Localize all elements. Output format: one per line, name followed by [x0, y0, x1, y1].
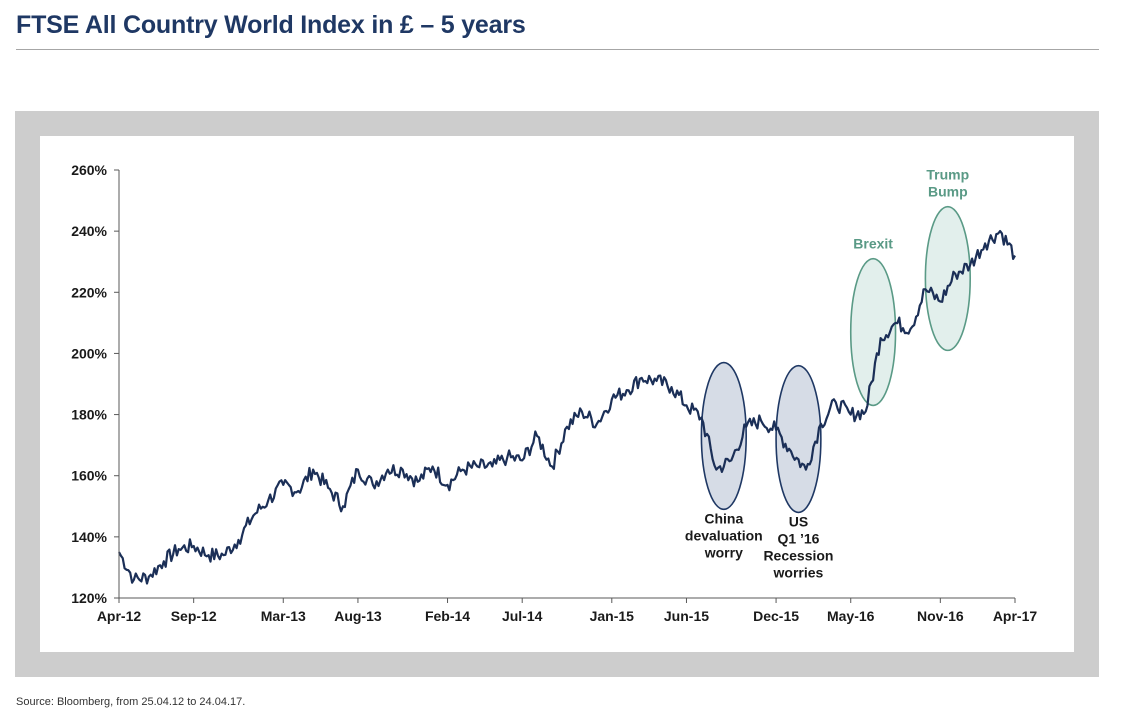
highlight-ellipse-1 — [775, 364, 822, 514]
annotation-label-line: worry — [704, 544, 743, 560]
annotation-label-line: Brexit — [853, 236, 893, 252]
highlight-ellipse-2 — [849, 257, 897, 407]
source-note: Source: Bloomberg, from 25.04.12 to 24.0… — [16, 696, 246, 708]
y-tick-label: 160% — [71, 468, 107, 484]
annotation-label-line: Trump — [926, 167, 969, 183]
highlight-ellipse-3 — [924, 205, 971, 352]
annotation-label-line: China — [704, 510, 743, 526]
x-tick-label: Sep-12 — [171, 608, 217, 624]
y-tick-label: 200% — [71, 345, 107, 361]
line-chart: 120% 140% 160% 180% 200% 220% 240% 260% Apr-12 Se… — [71, 162, 1037, 624]
x-tick-label: Aug-13 — [334, 608, 382, 624]
x-tick-label: Nov-16 — [917, 608, 964, 624]
x-tick-label: Dec-15 — [753, 608, 799, 624]
annotation-label-1: US Q1 ’16 Recession worries — [763, 513, 833, 580]
annotation-label-line: worries — [773, 564, 824, 580]
x-tick-label: Apr-17 — [993, 608, 1038, 624]
annotation-label-line: US — [789, 513, 808, 529]
x-tick-label: Apr-12 — [97, 608, 142, 624]
page-title: FTSE All Country World Index in £ – 5 ye… — [16, 11, 526, 39]
y-tick-label: 260% — [71, 162, 107, 178]
annotation-label-line: Q1 ’16 — [777, 530, 819, 546]
annotation-label-0: China devaluation worry — [685, 510, 763, 560]
x-tick-label: Mar-13 — [261, 608, 306, 624]
y-tick-label: 240% — [71, 223, 107, 239]
annotation-label-2: Brexit — [853, 236, 893, 252]
x-tick-label: Feb-14 — [425, 608, 470, 624]
highlight-ellipse-0 — [700, 361, 747, 511]
axes: 120% 140% 160% 180% 200% 220% 240% 260% Apr-12 Se… — [71, 162, 1037, 624]
y-tick-label: 180% — [71, 407, 107, 423]
annotation-label-line: Recession — [763, 547, 833, 563]
annotation-label-3: Trump Bump — [926, 167, 969, 200]
annotation-label-line: Bump — [928, 184, 968, 200]
x-tick-label: Jan-15 — [590, 608, 635, 624]
y-tick-label: 140% — [71, 529, 107, 545]
title-divider — [16, 49, 1099, 50]
series-line — [118, 230, 1016, 585]
highlight-ellipses — [700, 205, 971, 514]
x-tick-label: May-16 — [827, 608, 875, 624]
y-tick-label: 120% — [71, 590, 107, 606]
annotation-label-line: devaluation — [685, 527, 763, 543]
x-tick-label: Jun-15 — [664, 608, 709, 624]
y-tick-label: 220% — [71, 284, 107, 300]
chart-panel: 120% 140% 160% 180% 200% 220% 240% 260% Apr-12 Se… — [40, 136, 1074, 652]
x-tick-label: Jul-14 — [502, 608, 543, 624]
